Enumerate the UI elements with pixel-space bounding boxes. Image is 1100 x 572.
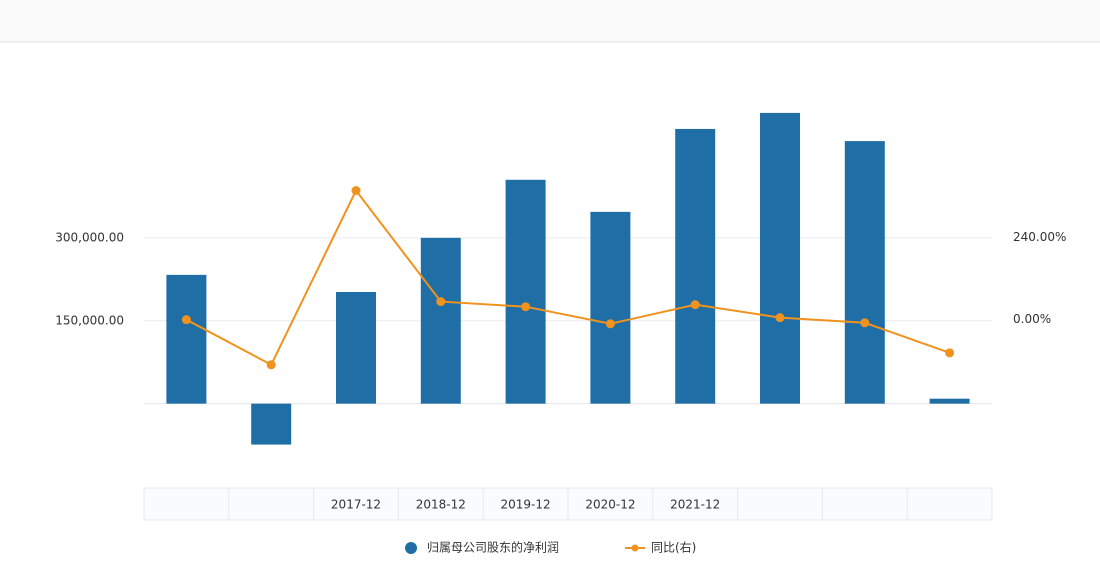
bar [844,141,885,404]
line-point [436,297,446,307]
x-tick-label: 2019-12 [501,498,551,512]
bar [166,274,207,404]
x-tick-label: 2018-12 [416,498,466,512]
y-tick-label: 300,000.00 [55,230,124,244]
legend-label: 归属母公司股东的净利润 [427,540,559,555]
bar [760,112,800,404]
line [185,188,950,367]
bar [929,398,970,404]
bar [420,237,461,404]
line-point [181,315,191,325]
y2-tick-label: 0.00% [1013,312,1051,326]
bar [590,211,631,404]
y2-tick-label: 240.00% [1013,230,1066,244]
line-point [945,348,955,358]
bar [675,128,716,404]
line-point [521,302,531,312]
line-point [266,360,276,370]
header-bar [0,0,1100,42]
line-point [605,319,615,329]
legend-marker [405,542,417,554]
legend-marker [631,544,639,552]
line-point [690,300,700,310]
bar [505,179,546,404]
bar [336,292,376,404]
x-tick-label: 2017-12 [331,498,381,512]
x-tick-label: 2020-12 [585,498,635,512]
x-tick-label: 2021-12 [670,498,720,512]
line-point [351,186,361,196]
line-point [860,318,870,328]
legend: 归属母公司股东的净利润 同比(右) [405,540,696,555]
line-point [775,313,785,323]
legend-label: 同比(右) [651,540,696,555]
y-tick-label: 150,000.00 [55,313,124,327]
bar [251,403,292,445]
